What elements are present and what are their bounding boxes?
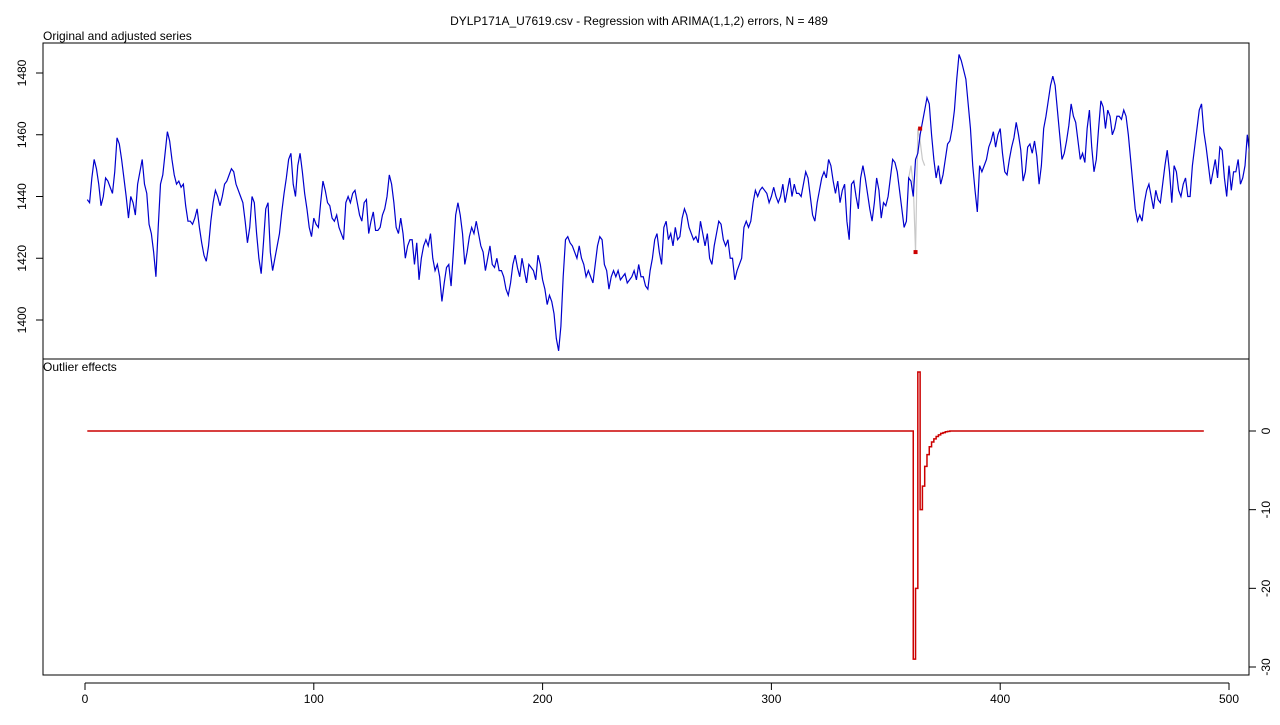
axes: 1400 1420 1440 1460 1480 0 -10 -20 -30 0 100 200 300… [15, 59, 1273, 706]
bottom-plot-area [87, 371, 1204, 660]
x-tick-label: 200 [533, 692, 553, 706]
top-panel-frame [42, 42, 1250, 360]
x-tick-label: 400 [990, 692, 1010, 706]
outlier-effects-line [87, 371, 1204, 660]
bottom-panel-label: Outlier effects [43, 360, 117, 374]
original-series-line [908, 128, 926, 253]
bottom-panel-frame [42, 358, 1250, 676]
x-tick-label: 100 [304, 692, 324, 706]
chart-title: DYLP171A_U7619.csv - Regression with ARI… [450, 14, 828, 28]
top-y-tick-label: 1440 [15, 183, 29, 210]
top-plot-area [86, 54, 1249, 351]
top-y-tick-label: 1460 [15, 121, 29, 148]
bottom-y-tick-label: -20 [1259, 579, 1273, 597]
outlier-marker-2 [918, 126, 923, 131]
top-panel-label: Original and adjusted series [43, 29, 192, 43]
x-tick-label: 300 [761, 692, 781, 706]
top-y-tick-label: 1480 [15, 59, 29, 86]
bottom-y-tick-label: -10 [1259, 501, 1273, 519]
top-y-tick-label: 1400 [15, 306, 29, 333]
outlier-marker-1 [913, 250, 918, 255]
top-y-tick-label: 1420 [15, 245, 29, 272]
x-tick-label: 0 [82, 692, 89, 706]
adjusted-series-line [86, 54, 1249, 351]
bottom-y-tick-label: -30 [1259, 658, 1273, 676]
x-tick-label: 500 [1219, 692, 1239, 706]
bottom-y-tick-label: 0 [1259, 427, 1273, 434]
